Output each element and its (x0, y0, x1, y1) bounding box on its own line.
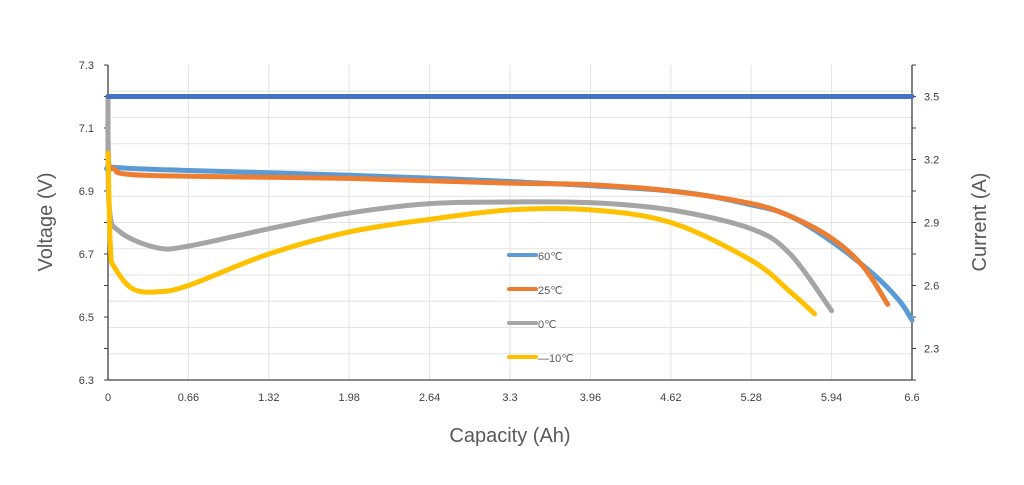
series-line-named (105, 94, 891, 307)
x-tick-label: 1.98 (338, 392, 359, 404)
x-tick-label: 6.6 (904, 392, 919, 404)
gridlines (108, 65, 912, 380)
y2-axis-title: Current (A) (969, 173, 991, 272)
x-tick-label: 2.64 (419, 392, 440, 404)
legend: 60℃ 25℃ 0℃ —10℃ (507, 251, 574, 365)
tick-labels: 0 0.66 1.32 1.98 2.64 3.3 3.96 4.62 5.28 5.94 6.6 6… (79, 60, 940, 404)
x-tick-label: 1.32 (258, 392, 279, 404)
x-tick-label: 5.94 (821, 392, 842, 404)
y-axis-title: Voltage (V) (35, 173, 57, 272)
x-axis-title: Capacity (Ah) (449, 425, 570, 447)
x-tick-label: 0.66 (178, 392, 199, 404)
y2-tick-label: 3.5 (924, 92, 939, 104)
legend-label: 60℃ (538, 251, 563, 263)
y2-tick-label: 2.9 (924, 218, 939, 230)
legend-label: —10℃ (538, 353, 574, 365)
legend-label: 0℃ (538, 319, 556, 331)
series-line-named (105, 150, 818, 317)
y2-tick-label: 2.6 (924, 281, 939, 293)
legend-label: 25℃ (538, 285, 563, 297)
y-tick-label: 7.3 (79, 60, 94, 72)
series-line-named (105, 94, 835, 314)
y2-tick-label: 2.3 (924, 344, 939, 356)
y-tick-label: 6.7 (79, 249, 94, 261)
x-tick-label: 3.3 (502, 392, 517, 404)
x-tick-label: 3.96 (580, 392, 601, 404)
series-lines (104, 93, 915, 323)
y-tick-label: 7.1 (79, 123, 94, 135)
y-tick-label: 6.3 (79, 375, 94, 387)
y-tick-label: 6.5 (79, 312, 94, 324)
y-tick-label: 6.9 (79, 186, 94, 198)
x-tick-label: 4.62 (660, 392, 681, 404)
y2-tick-label: 3.2 (924, 155, 939, 167)
x-tick-label: 0 (105, 392, 111, 404)
x-tick-label: 5.28 (740, 392, 761, 404)
